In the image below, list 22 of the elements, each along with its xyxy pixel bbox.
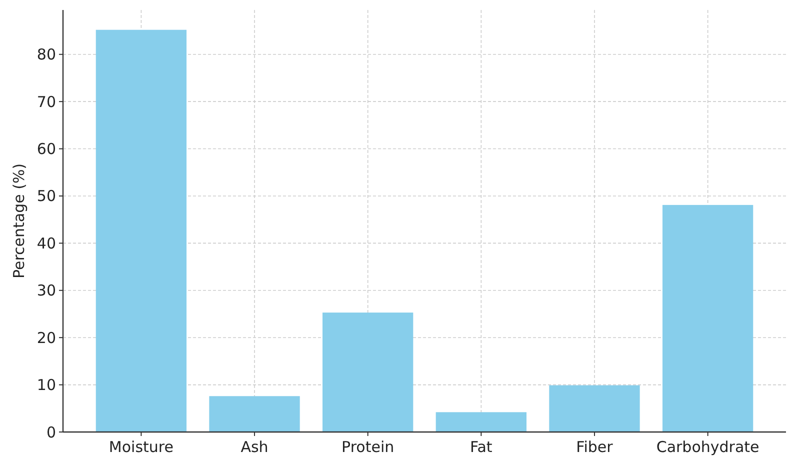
x-tick-label: Moisture bbox=[108, 438, 174, 456]
y-tick-label: 30 bbox=[36, 282, 56, 300]
y-tick-label: 40 bbox=[36, 234, 56, 252]
bar bbox=[209, 396, 300, 432]
x-tick-label: Ash bbox=[240, 438, 268, 456]
y-tick-label: 0 bbox=[46, 423, 56, 442]
y-tick-label: 20 bbox=[36, 328, 56, 347]
x-tick-label: Fiber bbox=[576, 438, 614, 456]
bar bbox=[322, 312, 414, 432]
y-tick-label: 50 bbox=[36, 187, 56, 206]
x-tick-label: Fat bbox=[470, 438, 492, 456]
bar bbox=[96, 30, 187, 432]
bar bbox=[549, 385, 640, 432]
x-tick-label: Protein bbox=[342, 438, 394, 456]
y-tick-label: 10 bbox=[36, 376, 56, 394]
bar bbox=[662, 204, 754, 432]
y-tick-label: 70 bbox=[36, 92, 56, 111]
x-tick-label: Carbohydrate bbox=[656, 438, 760, 456]
y-tick-label: 60 bbox=[36, 140, 56, 158]
y-axis-title: Percentage (%) bbox=[10, 163, 28, 279]
y-tick-label: 80 bbox=[36, 46, 56, 64]
bar bbox=[436, 412, 526, 432]
